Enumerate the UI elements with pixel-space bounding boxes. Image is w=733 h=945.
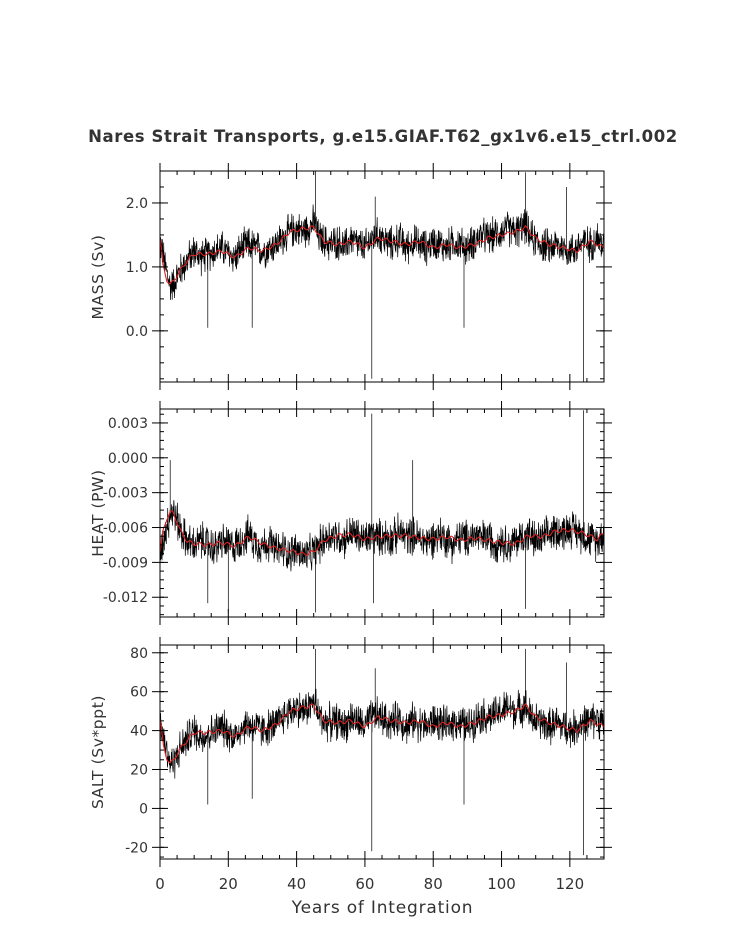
heat-y-tick-label: -0.006	[103, 521, 148, 537]
x-tick-label: 40	[287, 875, 306, 893]
salt-y-tick-label: 40	[130, 724, 148, 740]
salt-raw-series-line	[159, 648, 605, 856]
salt-panel: -20 0 20 40 60 80 0 20 40 60 80 100 120	[125, 637, 612, 893]
chart-title: Nares Strait Transports, g.e15.GIAF.T62_…	[88, 127, 678, 146]
mass-plot-frame	[159, 170, 605, 383]
salt-y-tick-label: 60	[130, 685, 148, 701]
mass-y-axis-label: MASS (Sv)	[89, 234, 107, 320]
mass-y-tick-label: 0.0	[126, 324, 148, 340]
heat-raw-series-line	[159, 410, 605, 613]
heat-y-tick-label: -0.009	[103, 555, 148, 571]
x-tick-label: 0	[155, 875, 165, 893]
salt-smoothed-series-line	[159, 703, 605, 764]
mass-panel: 0.0 1.0 2.0	[126, 163, 612, 390]
mass-raw-series-line	[159, 171, 605, 382]
salt-y-tick-label: 80	[130, 646, 148, 662]
heat-smoothed-series-line	[159, 510, 605, 556]
heat-y-tick-label: 0.003	[108, 416, 148, 432]
x-tick-label: 80	[424, 875, 443, 893]
heat-y-tick-label: -0.012	[103, 590, 148, 606]
mass-y-tick-label: 1.0	[126, 260, 148, 276]
salt-y-tick-label: 0	[139, 801, 148, 817]
mass-y-tick-label: 2.0	[126, 196, 148, 212]
heat-panel: -0.012 -0.009 -0.006 -0.003 0.000 0.003	[103, 401, 612, 625]
salt-plot-frame	[159, 644, 605, 860]
heat-y-tick-label: 0.000	[108, 451, 148, 467]
x-tick-label: 120	[556, 875, 585, 893]
heat-plot-frame	[159, 408, 605, 618]
mass-smoothed-series-line	[159, 225, 605, 285]
x-axis-label: Years of Integration	[291, 898, 474, 918]
heat-y-axis-label: HEAT (PW)	[89, 469, 107, 557]
salt-y-tick-label: -20	[125, 840, 148, 856]
salt-y-axis-label: SALT (Sv*ppt)	[89, 694, 107, 810]
heat-y-tick-label: -0.003	[103, 486, 148, 502]
x-tick-label: 60	[355, 875, 374, 893]
x-tick-label: 20	[219, 875, 238, 893]
x-tick-label: 100	[487, 875, 516, 893]
salt-y-tick-label: 20	[130, 763, 148, 779]
